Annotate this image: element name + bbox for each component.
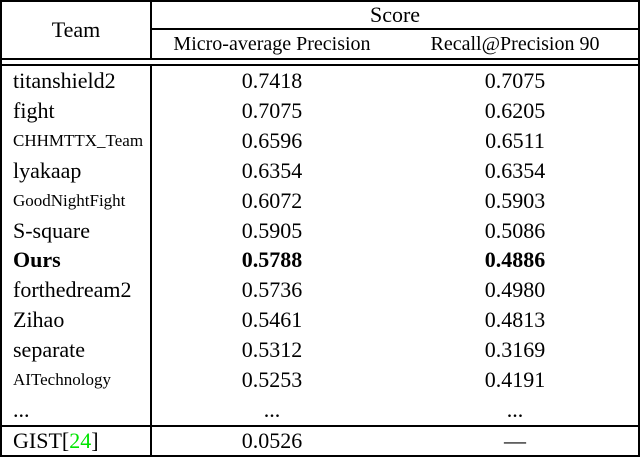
recall-cell: 0.6205 [484, 97, 546, 123]
team-cell: Zihao [2, 305, 152, 336]
score-subheaders: Micro-average Precision Recall@Precision… [152, 30, 638, 58]
recall-cell: 0.6511 [485, 127, 545, 153]
map-cell: 0.6072 [241, 187, 303, 213]
recall-cell: 0.7075 [484, 67, 546, 93]
gist-label: GIST [13, 428, 62, 453]
team-cell: lyakaap [2, 155, 152, 186]
team-cell: CHHMTTX_Team [2, 125, 152, 156]
team-cell: forthedream2 [2, 275, 152, 306]
team-cell: GIST [24] [2, 427, 152, 455]
map-cell: 0.5788 [241, 247, 303, 273]
table-row-ours: Ours 0.5788 0.4886 [2, 245, 638, 276]
double-rule-gap [2, 60, 638, 66]
map-cell: 0.7075 [241, 97, 303, 123]
table-row: GoodNightFight 0.6072 0.5903 [2, 185, 638, 216]
recall-cell: 0.4813 [484, 307, 546, 333]
table-row: fight 0.7075 0.6205 [2, 95, 638, 126]
table-row: forthedream2 0.5736 0.4980 [2, 275, 638, 306]
recall-cell: 0.5086 [484, 217, 546, 243]
recall-cell: ... [506, 397, 524, 423]
score-header-group: Score Micro-average Precision Recall@Pre… [152, 2, 638, 58]
table-row-ellipsis: ... ... ... [2, 395, 638, 426]
gist-baseline-row: GIST [24] 0.0526 — [2, 425, 638, 455]
map-cell: 0.5312 [241, 337, 303, 363]
recall-cell: 0.5903 [484, 187, 546, 213]
micro-average-precision-header: Micro-average Precision [173, 32, 371, 55]
team-cell: ... [2, 395, 152, 426]
map-cell: ... [263, 397, 281, 423]
map-cell: 0.6596 [241, 127, 303, 153]
recall-cell: 0.4191 [484, 367, 546, 393]
table-row: separate 0.5312 0.3169 [2, 335, 638, 366]
map-cell: 0.5736 [241, 277, 303, 303]
table-row: CHHMTTX_Team 0.6596 0.6511 [2, 125, 638, 156]
citation-bracket-open: [ [61, 428, 70, 453]
recall-at-precision-90-header: Recall@Precision 90 [430, 32, 600, 55]
citation-bracket-close: ] [91, 428, 99, 453]
map-cell: 0.5905 [241, 217, 303, 243]
team-cell: separate [2, 335, 152, 366]
team-cell: S-square [2, 215, 152, 246]
table-body: titanshield2 0.7418 0.7075 fight 0.7075 … [2, 66, 638, 426]
recall-cell: — [504, 428, 526, 453]
recall-cell: 0.4980 [484, 277, 546, 303]
map-cell: 0.5253 [241, 367, 303, 393]
recall-cell: 0.4886 [484, 247, 546, 273]
map-cell: 0.5461 [241, 307, 303, 333]
team-cell: AITechnology [2, 365, 152, 396]
table-header: Team Score Micro-average Precision Recal… [2, 2, 638, 60]
score-group-header: Score [152, 2, 638, 30]
team-cell: Ours [2, 245, 152, 276]
team-cell: titanshield2 [2, 66, 152, 96]
map-cell: 0.0526 [241, 428, 303, 453]
table-row: AITechnology 0.5253 0.4191 [2, 365, 638, 396]
recall-cell: 0.3169 [484, 337, 546, 363]
table-row: titanshield2 0.7418 0.7075 [2, 66, 638, 96]
team-column-header: Team [2, 2, 152, 58]
team-cell: GoodNightFight [2, 185, 152, 216]
table-row: lyakaap 0.6354 0.6354 [2, 155, 638, 186]
map-cell: 0.6354 [241, 157, 303, 183]
map-cell: 0.7418 [241, 67, 303, 93]
recall-cell: 0.6354 [484, 157, 546, 183]
table-row: Zihao 0.5461 0.4813 [2, 305, 638, 336]
citation-number: 24 [69, 428, 92, 453]
table-row: S-square 0.5905 0.5086 [2, 215, 638, 246]
team-cell: fight [2, 95, 152, 126]
